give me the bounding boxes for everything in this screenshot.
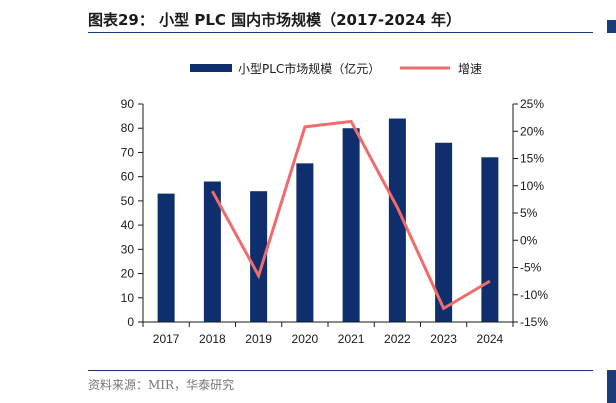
y-left-tick-50: 50 <box>121 194 135 208</box>
x-tick-2018: 2018 <box>199 332 226 346</box>
x-tick-2019: 2019 <box>245 332 272 346</box>
y-right-tick--15%: -15% <box>520 315 548 329</box>
source-note: 资料来源：MIR，华泰研究 <box>88 378 235 392</box>
axes-group: 0 10 20 30 40 50 60 70 80 90 -15% -10% -5% 0% 5% 10% 15%… <box>121 97 549 346</box>
y-left-tick-20: 20 <box>121 267 135 281</box>
source-rule <box>88 370 593 371</box>
y-right-tick-20%: 20% <box>520 124 544 138</box>
x-tick-2022: 2022 <box>384 332 411 346</box>
y-left-tick-40: 40 <box>121 218 135 232</box>
x-tick-2017: 2017 <box>153 332 180 346</box>
y-left-tick-70: 70 <box>121 145 135 159</box>
edge-mark-top <box>607 20 616 33</box>
bar-2018 <box>203 181 221 322</box>
y-left-tick-30: 30 <box>121 242 135 256</box>
chart-title: 图表29： 小型 PLC 国内市场规模（2017-2024 年） <box>88 11 462 29</box>
legend: 小型PLC市场规模（亿元） 增速 <box>190 61 482 76</box>
line-group <box>211 119 491 311</box>
y-left-tick-60: 60 <box>121 170 135 184</box>
bar-2024 <box>481 157 499 322</box>
x-tick-2020: 2020 <box>292 332 319 346</box>
bar-2021 <box>342 128 360 322</box>
legend-label-bar: 小型PLC市场规模（亿元） <box>238 61 380 76</box>
y-right-tick--5%: -5% <box>520 261 542 275</box>
y-right-tick--10%: -10% <box>520 288 548 302</box>
y-left-tick-90: 90 <box>121 97 135 111</box>
title-rule <box>88 32 593 33</box>
bar-2023 <box>435 142 453 322</box>
y-left-tick-10: 10 <box>121 291 135 305</box>
bar-2020 <box>296 163 314 322</box>
edge-mark-bottom <box>607 370 616 403</box>
legend-swatch-bar <box>190 64 232 72</box>
x-tick-2024: 2024 <box>477 332 504 346</box>
y-right-tick-15%: 15% <box>520 152 544 166</box>
y-right-tick-25%: 25% <box>520 97 544 111</box>
y-right-tick-5%: 5% <box>520 206 538 220</box>
bar-2017 <box>157 193 175 322</box>
x-tick-2021: 2021 <box>338 332 365 346</box>
bar-2019 <box>250 191 268 322</box>
y-left-tick-80: 80 <box>121 121 135 135</box>
bar-2022 <box>388 118 406 323</box>
x-tick-2023: 2023 <box>430 332 457 346</box>
legend-label-line: 增速 <box>458 62 482 76</box>
y-right-tick-0%: 0% <box>520 233 538 247</box>
y-left-tick-0: 0 <box>127 315 134 329</box>
y-right-tick-10%: 10% <box>520 179 544 193</box>
bars-group <box>157 118 499 323</box>
